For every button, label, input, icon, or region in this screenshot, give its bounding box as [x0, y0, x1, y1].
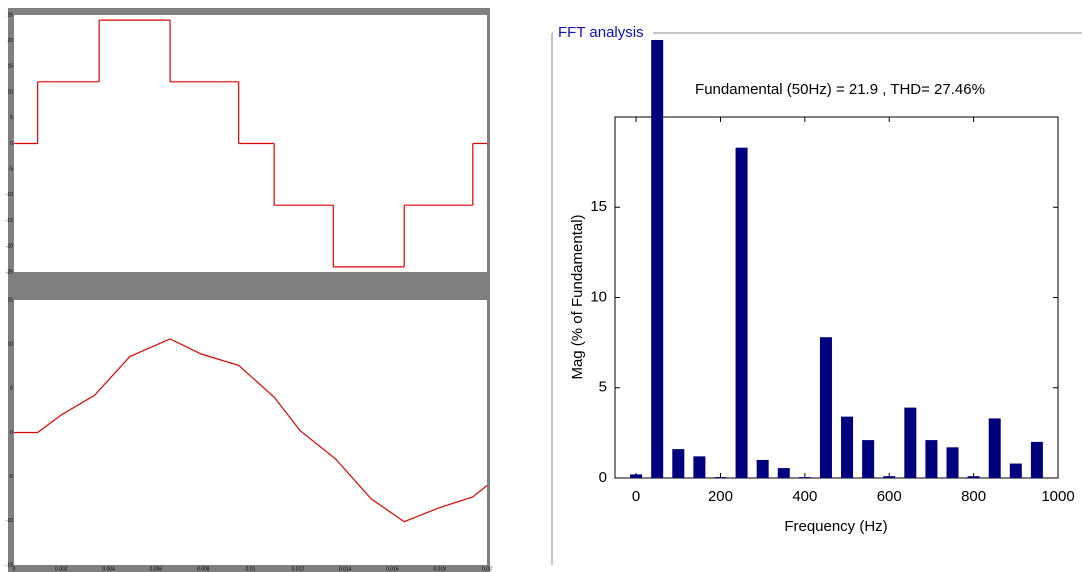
- y-tick-label: 10: [7, 89, 13, 95]
- y-tick-label: 15: [7, 297, 13, 303]
- bar: [777, 468, 790, 478]
- y-tick-label: 20: [7, 38, 13, 44]
- bar: [883, 476, 896, 478]
- panel-label: FFT analysis: [558, 24, 644, 41]
- x-tick-label: 400: [792, 488, 817, 505]
- bar: [735, 147, 748, 478]
- y-tick-label: 15: [590, 198, 607, 215]
- x-tick-label: 0.016: [386, 566, 399, 572]
- y-tick-label: 5: [10, 115, 13, 121]
- bar: [1030, 441, 1043, 478]
- bar: [946, 447, 959, 478]
- x-tick-label: 0.002: [55, 566, 68, 572]
- bar: [967, 476, 980, 478]
- bar: [1009, 463, 1022, 478]
- x-axis-label: Frequency (Hz): [784, 518, 887, 535]
- y-tick-label: 10: [590, 288, 607, 305]
- bar: [819, 337, 832, 478]
- chart-title: Fundamental (50Hz) = 21.9 , THD= 27.46%: [695, 81, 985, 98]
- y-tick-label: -5: [9, 167, 14, 173]
- x-tick-label: 0.02: [482, 566, 492, 572]
- y-tick-label: 15: [7, 64, 13, 70]
- bar: [693, 456, 706, 478]
- x-tick-label: 0.01: [246, 566, 256, 572]
- y-tick-label: 10: [7, 341, 13, 347]
- y-tick-label: 5: [10, 386, 13, 392]
- y-tick-label: 0: [10, 430, 13, 436]
- bar: [841, 416, 854, 478]
- bar: [798, 477, 811, 478]
- panel-label-bg: [553, 24, 653, 42]
- bar: [672, 449, 685, 478]
- bar: [714, 477, 727, 478]
- x-tick-label: 0.004: [102, 566, 115, 572]
- y-tick-label: 0: [10, 141, 13, 147]
- y-tick-label: -25: [6, 269, 13, 275]
- bar: [756, 459, 769, 478]
- y-tick-label: -10: [6, 192, 13, 198]
- y-tick-label: -15: [6, 218, 13, 224]
- y-tick-label: 5: [599, 379, 607, 396]
- y-tick-label: 25: [7, 12, 13, 18]
- x-tick-label: 0.006: [150, 566, 163, 572]
- x-tick-label: 1000: [1041, 488, 1074, 505]
- bar: [988, 418, 1001, 478]
- bar: [630, 474, 643, 478]
- x-tick-label: 600: [877, 488, 902, 505]
- scope-axes: [14, 300, 487, 565]
- bar: [651, 40, 664, 478]
- x-tick-label: 0.012: [292, 566, 305, 572]
- bar: [925, 440, 938, 478]
- x-tick-label: 0.018: [433, 566, 446, 572]
- y-tick-label: -5: [9, 474, 14, 480]
- x-tick-label: 0: [632, 488, 640, 505]
- y-tick-label: -20: [6, 244, 13, 250]
- bar: [904, 407, 917, 478]
- x-tick-label: 0: [13, 566, 16, 572]
- y-tick-label: -10: [6, 518, 13, 524]
- x-tick-label: 0.008: [197, 566, 210, 572]
- x-tick-label: 200: [708, 488, 733, 505]
- x-tick-label: 800: [961, 488, 986, 505]
- y-tick-label: 0: [599, 469, 607, 486]
- x-tick-label: 0.014: [339, 566, 352, 572]
- line: [14, 338, 488, 523]
- y-axis-label: Mag (% of Fundamental): [569, 214, 586, 379]
- y-tick-label: -15: [6, 562, 13, 568]
- bar: [862, 440, 875, 478]
